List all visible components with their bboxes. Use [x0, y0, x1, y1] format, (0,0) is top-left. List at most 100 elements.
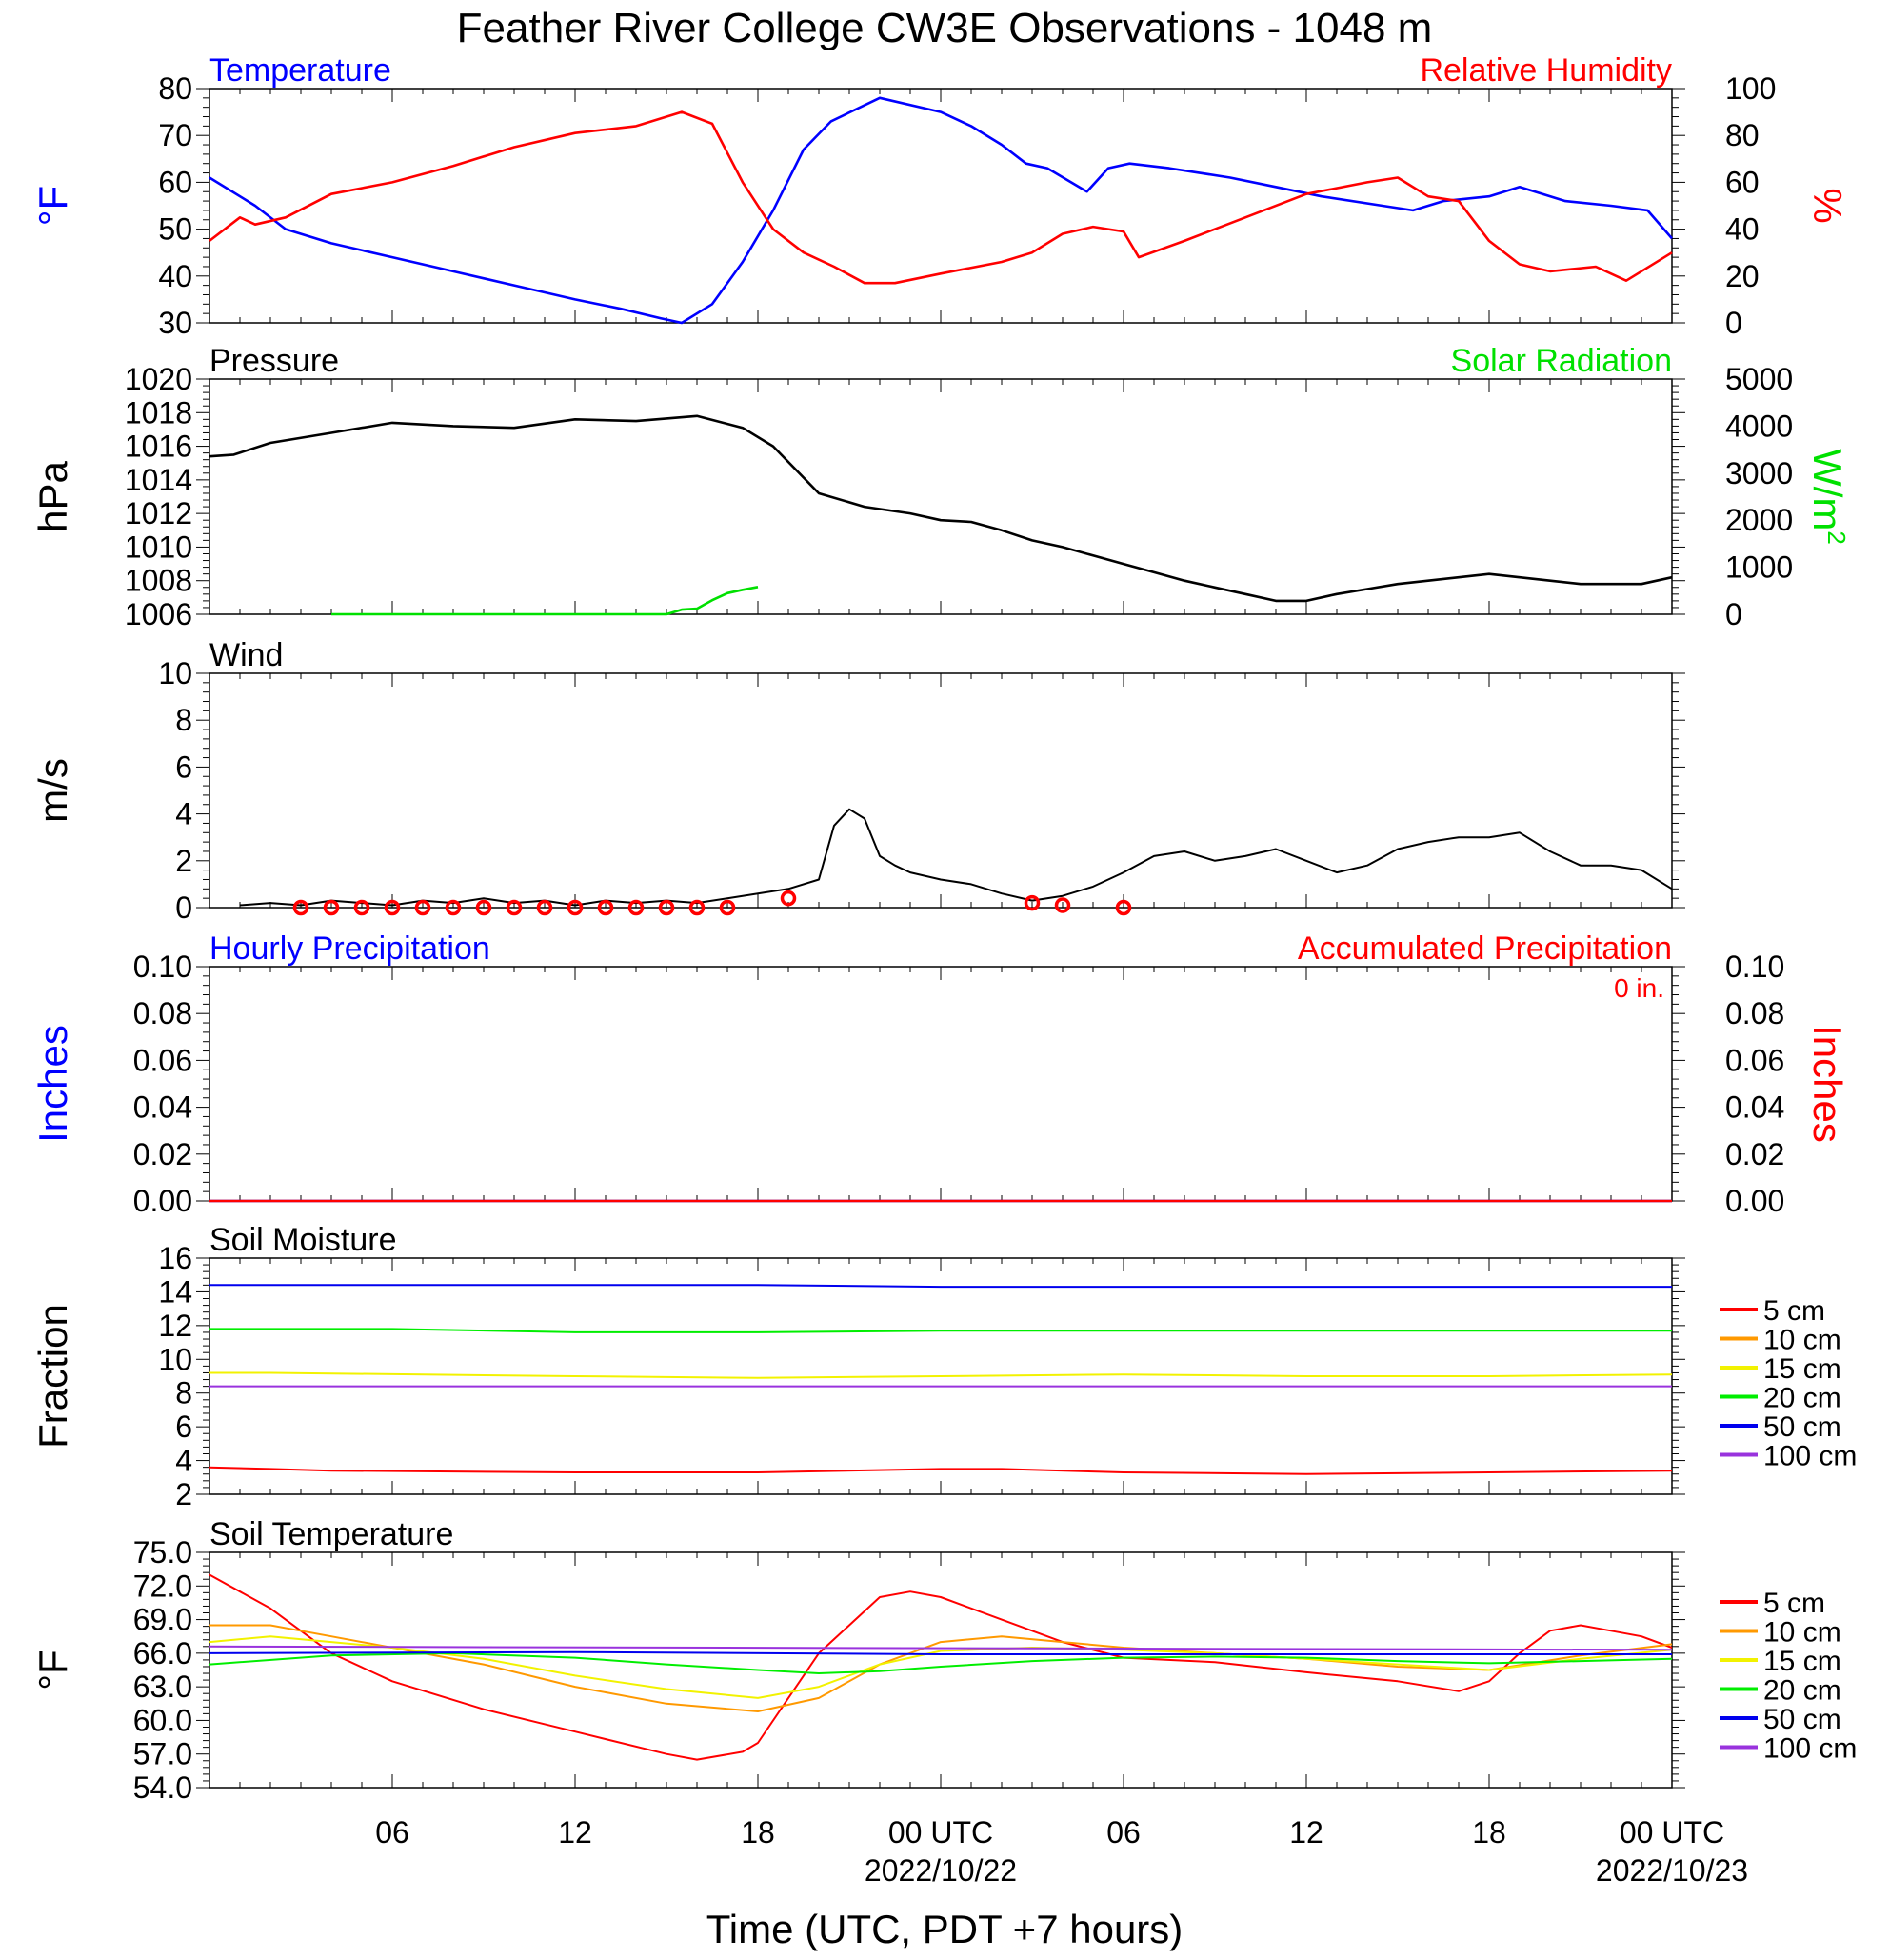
calm-marker [658, 899, 675, 916]
y-tick-label-left: 30 [158, 306, 192, 340]
y-tick-label-right: 0 [1725, 597, 1742, 631]
legend-label: 20 cm [1763, 1383, 1841, 1414]
y-tick-label-left: 2 [175, 844, 192, 878]
y-tick-label-right: 40 [1725, 212, 1760, 247]
y-tick-label-left: 72.0 [133, 1569, 192, 1603]
legend-label: 100 cm [1763, 1733, 1857, 1765]
calm-marker [719, 899, 736, 916]
plot-frame [209, 966, 1673, 1202]
y-tick-label-left: 0.06 [133, 1043, 192, 1077]
calm-marker [292, 899, 309, 916]
series-line-relative-humidity [209, 110, 1673, 285]
y-tick-label-left: 57.0 [133, 1737, 192, 1771]
y-tick-label-left: 6 [175, 1410, 192, 1444]
y-tick-label-right: 0.08 [1725, 996, 1784, 1030]
y-tick-label-left: 54.0 [133, 1770, 192, 1805]
panel-title-left: Soil Moisture [209, 1222, 397, 1258]
y-tick-label-left: 14 [158, 1274, 192, 1309]
y-tick-label-right: 4000 [1725, 409, 1793, 443]
calm-marker [536, 899, 553, 916]
y-tick-label-left: 80 [158, 71, 192, 106]
x-tick-label: 00 UTC [888, 1815, 993, 1850]
y-tick-label-right: 2000 [1725, 503, 1793, 537]
y-axis-label-right: W/m2 [1805, 449, 1851, 545]
series-line-100-cm [209, 1645, 1673, 1651]
series-line-5-cm [209, 1466, 1673, 1475]
calm-marker [323, 899, 340, 916]
panel-title-right: Accumulated Precipitation [1298, 930, 1672, 967]
calm-marker [1115, 899, 1132, 916]
y-tick-label-left: 1012 [125, 496, 192, 530]
plot-frame [209, 1551, 1673, 1789]
x-tick-label: 00 UTC [1620, 1815, 1724, 1850]
series-line-pressure [209, 414, 1673, 603]
y-tick-label-left: 70 [158, 118, 192, 152]
y-tick-label-left: 66.0 [133, 1636, 192, 1670]
precip-total-annotation: 0 in. [1614, 973, 1664, 1003]
panel-soil_temp: 54.057.060.063.066.069.072.075.0 °F Soil T… [30, 1516, 1857, 1805]
panel-wind: 0 2 4 6 8 10 m/s Wind [30, 637, 1685, 925]
y-tick-label-left: 0.00 [133, 1184, 192, 1218]
y-tick-label-right: 0.04 [1725, 1090, 1784, 1125]
series-line-temperature [209, 96, 1673, 325]
y-tick-label-right: 1000 [1725, 550, 1793, 585]
y-tick-label-right: 5000 [1725, 362, 1793, 396]
series-line-solar-radiation [331, 586, 759, 616]
series-line-20-cm [209, 1651, 1673, 1674]
y-tick-label-left: 63.0 [133, 1670, 192, 1704]
x-tick-label: 12 [1289, 1815, 1323, 1850]
x-tick-label: 18 [741, 1815, 775, 1850]
legend-label: 15 cm [1763, 1353, 1841, 1385]
y-tick-label-right: 0.06 [1725, 1043, 1784, 1077]
series-line-5-cm [209, 1573, 1673, 1761]
y-tick-label-left: 0.08 [133, 996, 192, 1030]
y-axis-label-left: m/s [30, 758, 75, 823]
calm-marker [627, 899, 645, 916]
x-tick-label: 18 [1472, 1815, 1506, 1850]
y-tick-label-left: 1016 [125, 430, 192, 464]
y-tick-label-right: 3000 [1725, 456, 1793, 490]
y-tick-label-left: 60.0 [133, 1703, 192, 1737]
plot-frame [209, 88, 1673, 324]
calm-marker [353, 899, 370, 916]
y-tick-label-left: 0.02 [133, 1137, 192, 1171]
legend-label: 10 cm [1763, 1617, 1841, 1649]
legend-label: 10 cm [1763, 1325, 1841, 1356]
legend-label: 5 cm [1763, 1588, 1825, 1619]
y-tick-label-right: 80 [1725, 118, 1760, 152]
y-tick-label-left: 10 [158, 1342, 192, 1376]
y-axis-label-right: % [1805, 188, 1850, 223]
y-tick-label-right: 0.10 [1725, 950, 1784, 984]
calm-marker [567, 899, 584, 916]
legend-label: 50 cm [1763, 1411, 1841, 1443]
panel-title-left: Wind [209, 637, 283, 673]
y-tick-label-left: 40 [158, 259, 192, 293]
y-axis-label-left: °F [30, 186, 75, 226]
panel-title-right: Relative Humidity [1420, 52, 1672, 89]
y-tick-label-left: 69.0 [133, 1603, 192, 1637]
y-tick-label-left: 75.0 [133, 1535, 192, 1570]
y-tick-label-left: 4 [175, 797, 192, 831]
legend-label: 5 cm [1763, 1295, 1825, 1327]
panel-precip: 0.00 0.02 0.04 0.06 0.08 0.10 0.00 0.02 0.04 0.06… [30, 930, 1850, 1218]
series-line-wind [239, 808, 1673, 907]
legend-label: 50 cm [1763, 1704, 1841, 1735]
calm-marker [384, 899, 401, 916]
y-axis-label-left: °F [30, 1650, 75, 1690]
x-date-label: 2022/10/23 [1596, 1853, 1748, 1888]
y-tick-label-left: 1020 [125, 362, 192, 396]
y-tick-label-right: 20 [1725, 259, 1760, 293]
y-tick-label-left: 10 [158, 656, 192, 690]
y-tick-label-left: 1018 [125, 395, 192, 430]
y-tick-label-left: 12 [158, 1309, 192, 1343]
plot-frame [209, 672, 1673, 909]
legend-label: 100 cm [1763, 1441, 1857, 1472]
y-axis-label-left: Fraction [30, 1304, 75, 1449]
panel-temp_rh: 30 40 50 60 70 80 0 20 40 60 80 100 °F % Temperature Re… [30, 52, 1850, 340]
calm-marker [414, 899, 431, 916]
y-tick-label-left: 50 [158, 212, 192, 247]
